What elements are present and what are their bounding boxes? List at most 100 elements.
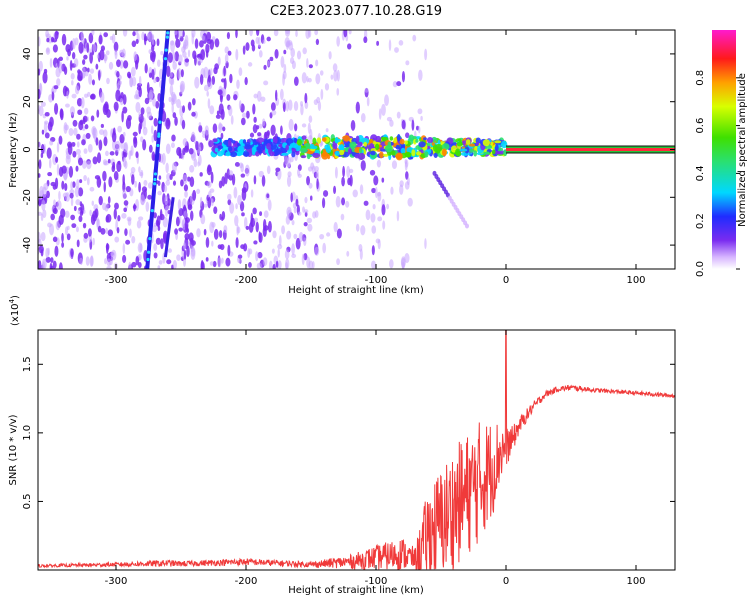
secondary-streak-line: [163, 197, 175, 258]
spectrogram-speck: [83, 175, 87, 182]
carrier-band-blob: [379, 151, 384, 159]
spectrogram-speck: [208, 140, 214, 148]
spectrogram-speck: [315, 38, 320, 46]
spectrogram-speck: [122, 60, 129, 69]
spectrogram-speck: [404, 159, 407, 165]
spectrogram-speck: [399, 180, 404, 188]
spectrogram-speck: [291, 219, 295, 226]
spectrogram-speck: [83, 54, 88, 60]
spectrogram-speck: [77, 69, 81, 75]
spectrogram-speck: [184, 233, 190, 241]
spectrogram-speck: [293, 206, 297, 214]
spectrogram-speck: [275, 260, 279, 269]
spectrogram-speck: [103, 136, 108, 147]
spectrogram-speck: [85, 256, 90, 266]
spectrogram-speck: [178, 227, 184, 232]
spectrogram-speck: [96, 152, 102, 164]
spectrogram-speck: [122, 156, 127, 168]
spectrogram-speck: [420, 115, 423, 121]
snr-ticks: -300 -200 -100 0 100 0.5 1.0 1.5: [22, 330, 675, 587]
spectrogram-speck: [200, 260, 204, 269]
spectrogram-speck: [303, 209, 309, 214]
carrier-band-blob: [261, 143, 266, 151]
spectrogram-speck: [176, 254, 181, 261]
spectrogram-speck: [377, 191, 382, 202]
spectrogram-speck: [307, 223, 313, 232]
spectrogram-speck: [76, 133, 81, 140]
spectrogram-speck: [140, 107, 145, 115]
spectrogram-speck: [294, 123, 298, 132]
spectrogram-speck: [144, 63, 148, 74]
spectrogram-speck: [105, 150, 109, 157]
spectrogram-speck: [122, 254, 127, 263]
spectrogram-xlabel: Height of straight line (km): [288, 285, 424, 296]
snr-ytick-label: 1.0: [22, 425, 33, 441]
spectrogram-speck: [242, 45, 246, 55]
carrier-band-blob: [323, 152, 327, 157]
colorbar-ticks: 0.0 0.2 0.4 0.6 0.8: [695, 70, 740, 277]
spectrogram-speck: [389, 259, 394, 269]
spectrogram-speck: [333, 185, 337, 195]
spectrogram-speck: [109, 151, 115, 156]
spectrogram-xtick-label: -200: [235, 275, 258, 286]
spectrogram-speck: [363, 200, 369, 206]
spectrogram-speck: [170, 78, 175, 86]
spectrogram-speck: [267, 220, 272, 233]
spectrogram-speck: [123, 200, 129, 206]
spectrogram-speck: [87, 228, 92, 237]
spectrogram-speck: [70, 248, 74, 258]
spectrogram-speck: [108, 61, 114, 70]
spectrogram-speck: [152, 97, 157, 107]
spectrogram-speck: [87, 67, 90, 73]
snr-exponent-label: (x104): [8, 295, 21, 326]
spectrogram-speck: [49, 57, 53, 68]
spectrogram-speck: [135, 101, 141, 113]
spectrogram-speck: [307, 166, 313, 172]
spectrogram-speck: [293, 101, 299, 112]
spectrogram-speck: [238, 100, 242, 110]
spectrogram-speck: [90, 93, 96, 100]
spectrogram-speck: [312, 261, 315, 269]
spectrogram-speck: [45, 47, 51, 55]
spectrogram-speck: [151, 125, 154, 135]
spectrogram-speck: [42, 186, 47, 198]
spectrogram-speck: [61, 33, 67, 46]
carrier-band-blob: [389, 136, 394, 141]
spectrogram-speck: [156, 38, 160, 47]
spectrogram-speck: [95, 63, 99, 70]
spectrogram-speck: [91, 126, 97, 136]
spectrogram-speck: [39, 82, 42, 92]
spectrogram-speck: [70, 197, 74, 207]
spectrogram-speck: [417, 108, 423, 115]
spectrogram-speck: [75, 165, 79, 172]
spectrogram-speck: [205, 50, 209, 58]
spectrogram-speck: [360, 112, 366, 123]
spectrogram-speck: [72, 119, 78, 127]
spectrogram-speck: [76, 239, 80, 248]
carrier-band-blob: [281, 152, 289, 156]
spectrogram-speck: [192, 189, 197, 201]
spectrogram-speck: [167, 52, 173, 63]
spectrogram-speck: [77, 109, 83, 116]
spectrogram-speck: [40, 101, 46, 107]
spectrogram-speck: [315, 73, 321, 85]
spectrogram-speck: [159, 213, 165, 221]
spectrogram-speck: [230, 115, 234, 125]
spectrogram-speck: [284, 249, 290, 260]
spectrogram-speck: [321, 197, 326, 209]
spectrogram-speck: [121, 110, 124, 123]
spectrogram-speck: [136, 85, 142, 91]
carrier-band-blob: [242, 139, 247, 144]
spectrogram-speck: [41, 199, 46, 211]
spectrogram-speck: [237, 254, 243, 259]
spectrogram-speck: [258, 123, 263, 129]
spectrogram-speck: [214, 38, 220, 48]
spectrogram-speck: [153, 252, 158, 259]
spectrogram-speck: [138, 181, 141, 193]
spectrogram-speck: [121, 213, 127, 219]
carrier-band-blob: [468, 143, 476, 147]
spectrogram-speck: [196, 228, 201, 238]
spectrogram-speck: [86, 177, 90, 186]
spectrogram-speck: [343, 30, 348, 38]
